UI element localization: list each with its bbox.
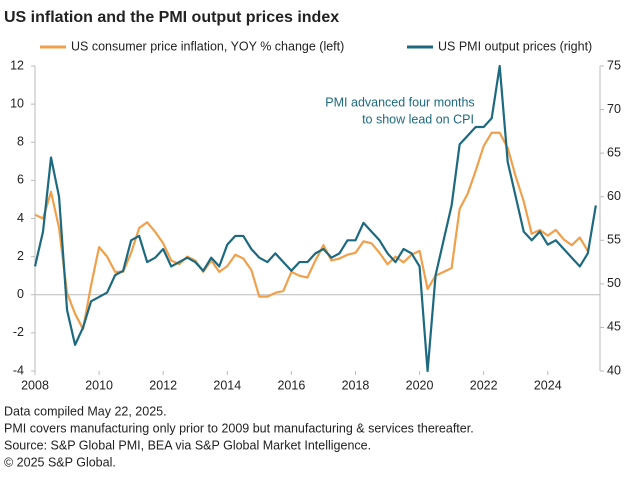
y2-tick-label: 45: [607, 320, 621, 334]
y-tick-label: 2: [17, 249, 24, 263]
x-tick-label: 2008: [21, 378, 49, 392]
footnote: Source: S&P Global PMI, BEA via S&P Glob…: [4, 438, 371, 452]
y2-tick-label: 60: [607, 189, 621, 203]
x-tick-label: 2022: [470, 378, 498, 392]
y2-tick-label: 40: [607, 363, 621, 377]
x-tick-label: 2016: [277, 378, 305, 392]
legend-label: US PMI output prices (right): [438, 39, 592, 53]
y2-tick-label: 75: [607, 58, 621, 72]
y2-tick-label: 50: [607, 276, 621, 290]
footnote: © 2025 S&P Global.: [4, 455, 116, 469]
footnote: PMI covers manufacturing only prior to 2…: [4, 421, 474, 435]
x-tick-label: 2020: [406, 378, 434, 392]
footnote: Data compiled May 22, 2025.: [4, 404, 167, 418]
y-tick-label: 6: [17, 173, 24, 187]
annotation: PMI advanced four months: [325, 95, 474, 109]
x-tick-label: 2010: [85, 378, 113, 392]
chart-title: US inflation and the PMI output prices i…: [4, 9, 339, 26]
legend-label: US consumer price inflation, YOY % chang…: [71, 39, 344, 53]
y-tick-label: 4: [17, 211, 24, 225]
y-tick-label: 10: [10, 96, 24, 110]
x-tick-label: 2024: [534, 378, 562, 392]
y-tick-label: 8: [17, 135, 24, 149]
y-tick-label: -4: [13, 363, 24, 377]
y-tick-label: 0: [17, 287, 24, 301]
y-tick-label: -2: [13, 325, 24, 339]
x-tick-label: 2012: [149, 378, 177, 392]
x-tick-label: 2018: [342, 378, 370, 392]
series-line: [34, 131, 589, 331]
series-line: [33, 64, 597, 373]
x-tick-label: 2014: [213, 378, 241, 392]
y2-tick-label: 65: [607, 145, 621, 159]
y-tick-label: 12: [10, 58, 24, 72]
annotation: to show lead on CPI: [362, 112, 474, 126]
y2-tick-label: 70: [607, 102, 621, 116]
y2-tick-label: 55: [607, 233, 621, 247]
